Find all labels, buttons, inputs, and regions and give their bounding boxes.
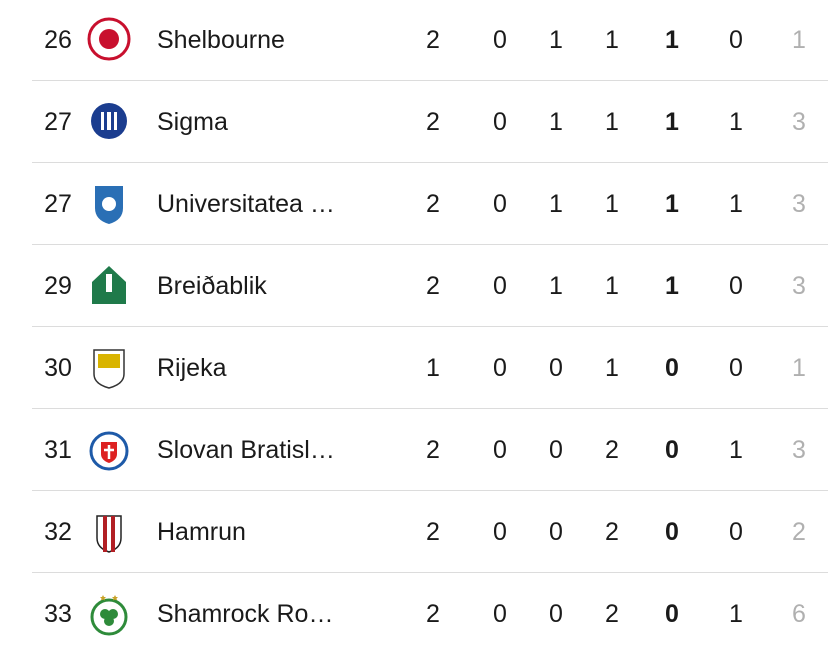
row-divider	[32, 408, 828, 409]
stat-cell: 0	[493, 354, 507, 382]
stat-cell: 1	[549, 190, 563, 218]
stat-cell: 1	[665, 26, 679, 54]
row-divider	[32, 326, 828, 327]
stat-cell: 0	[729, 354, 743, 382]
table-row: 31 Slovan Bratisl… 2 0 0 2 0 1 3	[0, 409, 828, 491]
rank: 27	[44, 108, 72, 136]
rank: 31	[44, 436, 72, 464]
stat-cell: 0	[665, 600, 679, 628]
team-name: Sigma	[157, 108, 228, 136]
stat-cell: 1	[665, 108, 679, 136]
stat-cell: 0	[493, 190, 507, 218]
team-name: Hamrun	[157, 518, 246, 546]
stat-cell: 3	[792, 108, 806, 136]
stat-cell: 0	[665, 354, 679, 382]
stat-cell: 1	[729, 600, 743, 628]
stat-cell: 2	[426, 518, 440, 546]
stat-cell: 1	[729, 108, 743, 136]
team-name: Shamrock Ro…	[157, 600, 334, 628]
stat-cell: 2	[605, 600, 619, 628]
stat-cell: 0	[665, 518, 679, 546]
table-row: 29 Breiðablik 2 0 1 1 1 0 3	[0, 245, 828, 327]
team-logo	[96, 515, 122, 553]
stat-cell: 2	[605, 518, 619, 546]
team-name: Shelbourne	[157, 26, 285, 54]
rank: 33	[44, 600, 72, 628]
stat-cell: 0	[493, 26, 507, 54]
stat-cell: 1	[792, 354, 806, 382]
stat-cell: 0	[493, 436, 507, 464]
stat-cell: 0	[549, 436, 563, 464]
rank: 29	[44, 272, 72, 300]
table-row: 30 Rijeka 1 0 0 1 0 0 1	[0, 327, 828, 409]
stat-cell: 1	[426, 354, 440, 382]
table-row: 33 Shamrock Ro… 2 0 0 2 0 1 6	[0, 573, 828, 653]
stat-cell: 0	[549, 600, 563, 628]
team-logo	[90, 595, 128, 636]
stat-cell: 2	[426, 108, 440, 136]
stat-cell: 1	[605, 354, 619, 382]
stat-cell: 2	[426, 600, 440, 628]
table-row: 27 Universitatea … 2 0 1 1 1 1 3	[0, 163, 828, 245]
stat-cell: 0	[729, 272, 743, 300]
row-divider	[32, 162, 828, 163]
rank: 32	[44, 518, 72, 546]
team-logo	[95, 186, 123, 224]
stat-cell: 2	[426, 26, 440, 54]
team-logo	[89, 431, 129, 471]
stat-cell: 0	[549, 354, 563, 382]
row-divider	[32, 244, 828, 245]
stat-cell: 0	[493, 600, 507, 628]
stat-cell: 1	[729, 436, 743, 464]
stat-cell: 0	[493, 272, 507, 300]
stat-cell: 1	[605, 272, 619, 300]
stat-cell: 0	[729, 518, 743, 546]
stat-cell: 1	[605, 190, 619, 218]
stat-cell: 1	[549, 26, 563, 54]
team-logo	[92, 266, 126, 304]
stat-cell: 1	[792, 26, 806, 54]
rank: 30	[44, 354, 72, 382]
stat-cell: 1	[729, 190, 743, 218]
rank: 26	[44, 26, 72, 54]
table-row: 26 Shelbourne 2 0 1 1 1 0 1	[0, 0, 828, 81]
stat-cell: 1	[549, 108, 563, 136]
team-logo	[87, 17, 131, 61]
row-divider	[32, 80, 828, 81]
row-divider	[32, 572, 828, 573]
stat-cell: 1	[605, 26, 619, 54]
stat-cell: 1	[549, 272, 563, 300]
stat-cell: 2	[792, 518, 806, 546]
stat-cell: 3	[792, 272, 806, 300]
stat-cell: 1	[605, 108, 619, 136]
table-row: 27 Sigma 2 0 1 1 1 1 3	[0, 81, 828, 163]
stat-cell: 2	[426, 272, 440, 300]
team-name: Universitatea …	[157, 190, 335, 218]
stat-cell: 2	[605, 436, 619, 464]
stat-cell: 0	[665, 436, 679, 464]
rank: 27	[44, 190, 72, 218]
team-name: Rijeka	[157, 354, 227, 382]
stat-cell: 0	[493, 518, 507, 546]
row-divider	[32, 490, 828, 491]
team-name: Breiðablik	[157, 272, 267, 300]
stat-cell: 3	[792, 190, 806, 218]
stat-cell: 3	[792, 436, 806, 464]
team-logo	[93, 349, 125, 389]
stat-cell: 0	[729, 26, 743, 54]
stat-cell: 6	[792, 600, 806, 628]
table-row: 32 Hamrun 2 0 0 2 0 0 2	[0, 491, 828, 573]
stat-cell: 1	[665, 190, 679, 218]
team-logo	[91, 103, 127, 139]
stat-cell: 0	[549, 518, 563, 546]
stat-cell: 2	[426, 436, 440, 464]
team-name: Slovan Bratisl…	[157, 436, 335, 464]
stat-cell: 2	[426, 190, 440, 218]
stat-cell: 1	[665, 272, 679, 300]
stat-cell: 0	[493, 108, 507, 136]
